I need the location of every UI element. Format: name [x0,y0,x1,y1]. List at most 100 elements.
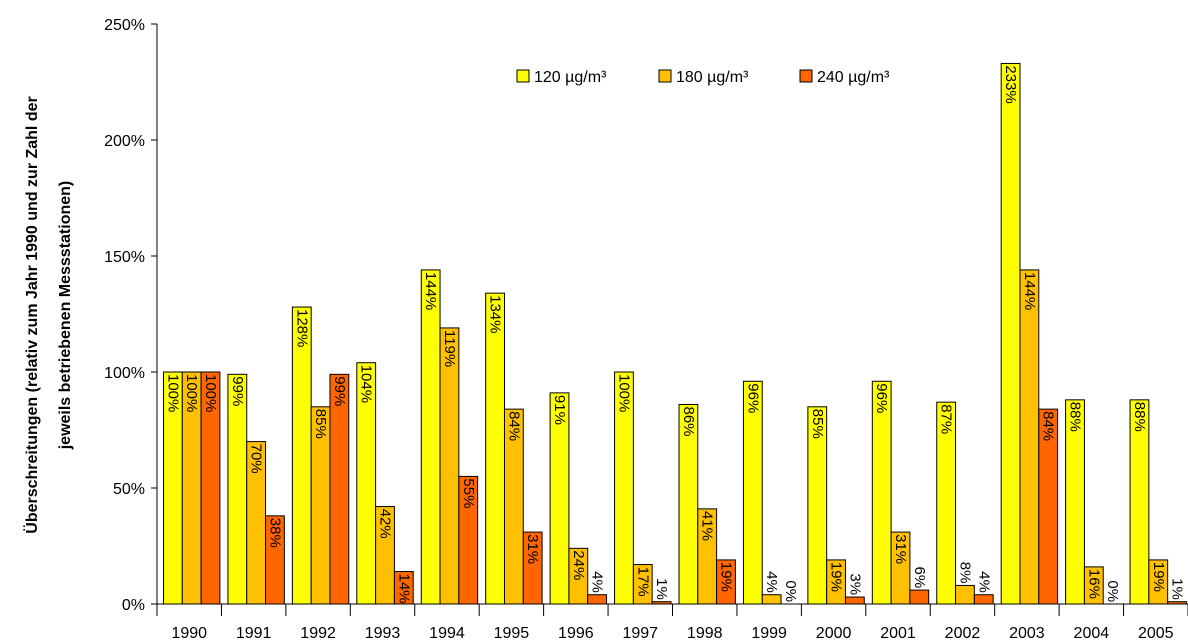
x-tick-label: 1995 [494,625,530,642]
bar [761,594,782,605]
data-label: 100% [202,374,219,412]
data-labels: 100% 100% 100% 99%70%38%128%85%99% 104%42%14… [164,65,1185,603]
bar [955,584,975,605]
bar [844,596,865,605]
x-tick-label: 1992 [300,625,336,642]
x-tick-label: 1996 [558,625,594,642]
bar [909,589,930,605]
y-tick-label: 200% [104,133,145,150]
data-label: 88% [1067,402,1084,432]
data-label: 4% [589,571,606,593]
data-label: 14% [395,574,412,604]
data-label: 38% [266,518,283,548]
data-label: 42% [377,509,394,539]
bar [420,269,441,605]
data-label: 31% [892,534,909,564]
legend-label: 120 µg/m³ [534,69,607,86]
data-label: 86% [680,407,697,437]
x-tick-label: 1999 [751,625,787,642]
x-tick-label: 1998 [687,625,723,642]
data-label: 104% [358,365,375,403]
data-label: 85% [312,409,329,439]
axes [156,24,1188,605]
data-label: 144% [1021,272,1038,310]
data-label: 19% [1150,562,1167,592]
bar [329,373,350,605]
data-label: 1% [1169,578,1186,600]
data-label: 84% [1040,411,1057,441]
bar [1000,62,1021,605]
data-label: 84% [505,411,522,441]
data-label: 100% [183,374,200,412]
bars [163,62,1187,605]
y-axis-label-line1: Überschreitungen (relativ zum Jahr 1990 … [22,96,41,533]
data-label: 99% [331,376,348,406]
data-label: 19% [718,562,735,592]
bar [291,306,312,605]
x-tick-label: 1990 [171,625,207,642]
data-label: 55% [460,478,477,508]
x-tick-label: 1991 [236,625,272,642]
data-label: 87% [938,404,955,434]
data-label: 96% [873,383,890,413]
data-label: 144% [422,272,439,310]
legend-swatch [658,69,672,83]
y-tick-label: 150% [104,249,145,266]
y-axis-ticks: 0% 50% 100% 150% 200% 250% [104,17,157,614]
bar [227,373,248,605]
legend: 120 µg/m³ 180 µg/m³ 240 µg/m³ [516,69,890,86]
x-tick-label: 1997 [622,625,658,642]
x-axis-ticks: 1990 1991 1992 1993 1994 1995 1996 1997 1998 1999… [156,604,1188,642]
legend-label: 180 µg/m³ [676,69,749,86]
data-label: 1% [653,578,670,600]
data-label: 128% [293,309,310,347]
data-label: 31% [524,534,541,564]
y-tick-label: 0% [122,597,145,614]
data-label: 0% [782,580,799,602]
y-axis-label-line2: jeweils betriebenen Messstationen) [57,181,74,451]
x-tick-label: 2004 [1074,625,1110,642]
data-label: 19% [828,562,845,592]
y-tick-label: 250% [104,17,145,34]
x-tick-label: 2000 [816,625,852,642]
y-tick-label: 50% [113,481,145,498]
bar [439,327,460,605]
data-label: 134% [487,295,504,333]
x-tick-label: 2003 [1009,625,1045,642]
y-tick-label: 100% [104,365,145,382]
data-label: 233% [1002,65,1019,103]
data-label: 24% [570,550,587,580]
x-tick-label: 1994 [429,625,465,642]
bar [973,594,994,605]
data-label: 17% [634,567,651,597]
data-label: 85% [809,409,826,439]
data-label: 91% [551,395,568,425]
data-label: 119% [441,330,458,367]
bar [871,380,892,605]
bar [742,380,763,605]
x-tick-label: 2005 [1138,625,1174,642]
data-label: 4% [975,571,992,593]
x-tick-label: 1993 [365,625,401,642]
data-label: 8% [956,562,973,584]
legend-label: 240 µg/m³ [817,69,890,86]
legend-swatch [516,69,530,83]
data-label: 0% [1104,580,1121,602]
data-label: 3% [846,573,863,595]
data-label: 4% [763,571,780,593]
data-label: 41% [699,511,716,541]
data-label: 96% [744,383,761,413]
x-tick-label: 2001 [880,625,916,642]
legend-swatch [799,69,813,83]
data-label: 6% [911,567,928,589]
data-label: 88% [1131,402,1148,432]
data-label: 100% [164,374,181,412]
bar [485,292,505,605]
x-tick-label: 2002 [945,625,981,642]
bar [1019,269,1040,605]
data-label: 100% [616,374,633,412]
data-label: 99% [229,376,246,406]
data-label: 16% [1085,569,1102,599]
data-label: 70% [248,444,265,474]
